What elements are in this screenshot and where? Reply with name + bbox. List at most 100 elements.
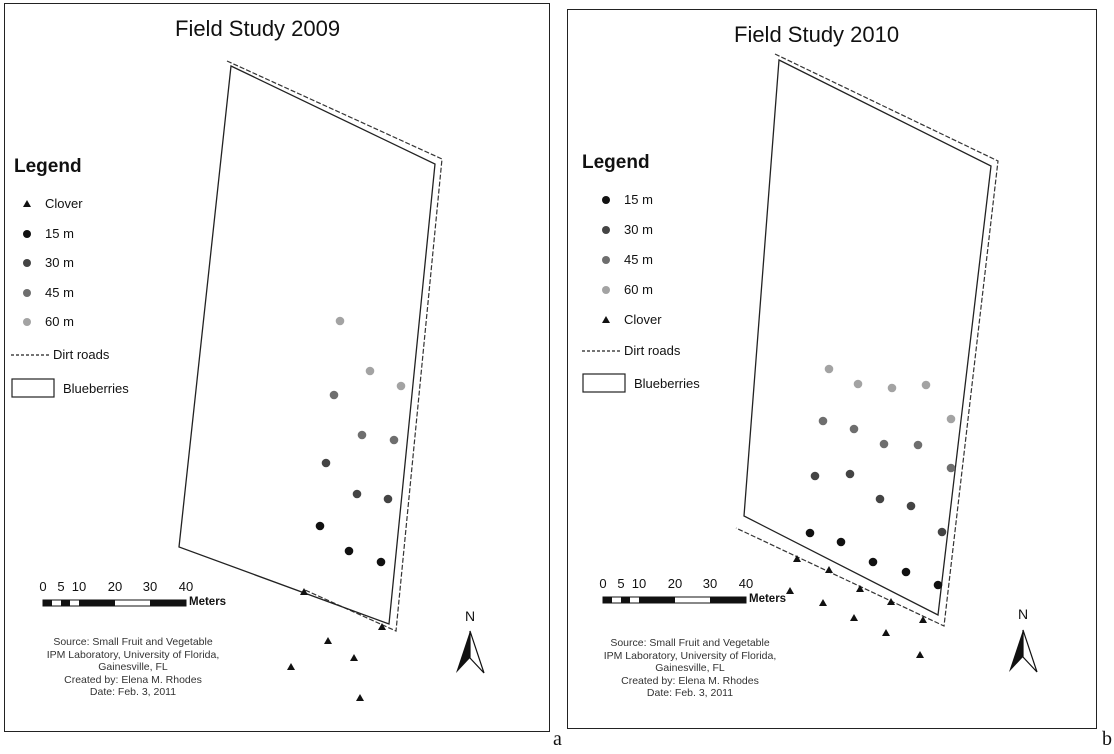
legend-title: Legend xyxy=(582,152,650,173)
dirt-road xyxy=(226,60,443,632)
sample-point-15m xyxy=(868,557,878,567)
source-note: Source: Small Fruit and Vegetable IPM La… xyxy=(46,636,220,698)
clover-point xyxy=(819,599,827,606)
sample-point-30m xyxy=(352,489,362,499)
legend-label: 30 m xyxy=(45,255,74,270)
sample-point-15m xyxy=(376,557,386,567)
sample-point-30m xyxy=(321,458,331,468)
legend-label: 15 m xyxy=(624,192,653,207)
sample-point-60m xyxy=(824,364,834,374)
legend-label: 60 m xyxy=(45,314,74,329)
north-arrow-icon xyxy=(1009,629,1038,673)
sample-point-45m xyxy=(818,416,828,426)
sample-point-45m xyxy=(357,430,367,440)
box-icon xyxy=(582,373,626,393)
sample-point-60m xyxy=(853,379,863,389)
sample-point-60m xyxy=(396,381,406,391)
north-label: N xyxy=(1018,606,1029,622)
map-title: Field Study 2010 xyxy=(734,22,900,47)
panel-label-a: a xyxy=(553,728,562,750)
sample-point-15m xyxy=(933,580,943,590)
clover-point xyxy=(882,629,890,636)
circle-icon xyxy=(602,226,610,234)
legend-label: 60 m xyxy=(624,282,653,297)
map-title: Field Study 2009 xyxy=(175,16,341,41)
sample-point-45m xyxy=(946,463,956,473)
blueberry-field xyxy=(743,58,992,617)
circle-icon xyxy=(602,196,610,204)
sample-point-30m xyxy=(810,471,820,481)
scale-bar-ticks: 0 5 10 20 30 40 xyxy=(39,579,194,594)
clover-point xyxy=(324,637,332,644)
legend-label: 45 m xyxy=(45,285,74,300)
panel-label-b: b xyxy=(1102,728,1112,750)
sample-point-45m xyxy=(879,439,889,449)
sample-point-30m xyxy=(845,469,855,479)
scale-bar xyxy=(602,596,747,604)
legend-label: Dirt roads xyxy=(624,343,681,358)
sample-point-30m xyxy=(383,494,393,504)
map-panel-2010: Field Study 2010 xyxy=(567,9,1097,729)
sample-point-15m xyxy=(344,546,354,556)
triangle-icon xyxy=(23,200,31,207)
sample-point-45m xyxy=(389,435,399,445)
north-arrow-icon xyxy=(456,630,485,674)
source-note: Source: Small Fruit and Vegetable IPM La… xyxy=(603,637,777,699)
clover-point xyxy=(287,663,295,670)
scale-bar-ticks: 0 5 10 20 30 40 xyxy=(599,576,754,591)
scale-bar-unit: Meters xyxy=(189,596,227,608)
clover-point xyxy=(887,598,895,605)
clover-point xyxy=(919,616,927,623)
sample-point-30m xyxy=(906,501,916,511)
triangle-icon xyxy=(602,316,610,323)
sample-point-15m xyxy=(901,567,911,577)
legend-label: Blueberries xyxy=(634,376,700,391)
circle-icon xyxy=(23,259,31,267)
clover-point xyxy=(916,651,924,658)
legend-label: 30 m xyxy=(624,222,653,237)
clover-point xyxy=(350,654,358,661)
circle-icon xyxy=(602,286,610,294)
sample-point-60m xyxy=(946,414,956,424)
clover-point xyxy=(786,587,794,594)
circle-icon xyxy=(602,256,610,264)
dashed-line-icon xyxy=(582,350,622,352)
legend-label: Blueberries xyxy=(63,381,129,396)
clover-point xyxy=(356,694,364,701)
sample-point-60m xyxy=(365,366,375,376)
map-canvas xyxy=(42,60,485,701)
clover-point xyxy=(300,588,308,595)
circle-icon xyxy=(23,230,31,238)
clover-point xyxy=(856,585,864,592)
scale-bar xyxy=(42,599,187,607)
sample-point-60m xyxy=(921,380,931,390)
blueberry-field xyxy=(178,65,436,625)
legend-label: Dirt roads xyxy=(53,347,110,362)
legend-title: Legend xyxy=(14,156,82,177)
box-icon xyxy=(11,378,55,398)
sample-point-30m xyxy=(937,527,947,537)
sample-point-60m xyxy=(335,316,345,326)
dashed-line-icon xyxy=(11,354,51,356)
sample-point-45m xyxy=(329,390,339,400)
scale-bar-unit: Meters xyxy=(749,593,787,605)
sample-point-30m xyxy=(875,494,885,504)
dirt-road xyxy=(735,53,999,627)
sample-point-15m xyxy=(315,521,325,531)
clover-point xyxy=(793,555,801,562)
north-label: N xyxy=(465,608,476,624)
clover-point xyxy=(850,614,858,621)
sample-point-60m xyxy=(887,383,897,393)
sample-point-45m xyxy=(849,424,859,434)
sample-point-15m xyxy=(805,528,815,538)
legend-label: 15 m xyxy=(45,226,74,241)
map-panel-2009: Field Study 2009 xyxy=(4,3,550,732)
circle-icon xyxy=(23,318,31,326)
sample-point-45m xyxy=(913,440,923,450)
legend-label: Clover xyxy=(45,196,83,211)
legend-label: Clover xyxy=(624,312,662,327)
clover-point xyxy=(378,623,386,630)
map-canvas xyxy=(602,53,1038,673)
legend-label: 45 m xyxy=(624,252,653,267)
circle-icon xyxy=(23,289,31,297)
